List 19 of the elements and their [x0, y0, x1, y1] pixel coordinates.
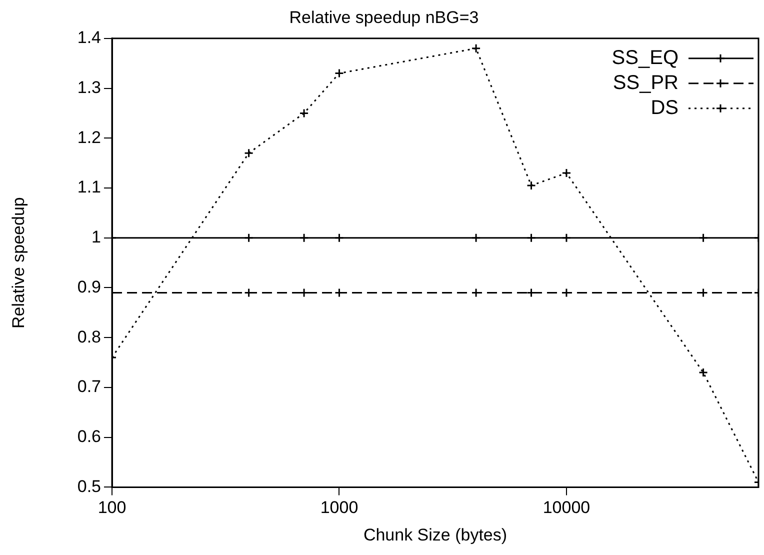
- chart-title: Relative speedup nBG=3: [289, 8, 479, 27]
- y-tick-label: 1.4: [77, 28, 101, 48]
- x-tick-label: 1000: [320, 498, 358, 518]
- y-axis-title: Relative speedup: [8, 197, 28, 328]
- y-tick-label: 0.8: [77, 327, 101, 346]
- y-tick-label: 1.3: [77, 78, 101, 97]
- y-tick-label: 1.1: [77, 178, 101, 197]
- x-axis-title: Chunk Size (bytes): [363, 525, 508, 544]
- legend-label: DS: [650, 96, 678, 119]
- legend-label: SS_EQ: [612, 46, 678, 69]
- y-tick-label: 1.2: [77, 128, 101, 147]
- x-tick-label: 10000: [542, 498, 590, 518]
- y-tick-label: 0.5: [77, 476, 101, 496]
- y-tick-label: 0.7: [77, 377, 101, 396]
- x-tick-label: 100: [98, 498, 126, 518]
- y-tick-label: 0.9: [77, 277, 101, 296]
- legend-label: SS_PR: [612, 72, 678, 94]
- y-tick-label: 1: [92, 228, 101, 247]
- y-tick-label: 0.6: [77, 427, 101, 446]
